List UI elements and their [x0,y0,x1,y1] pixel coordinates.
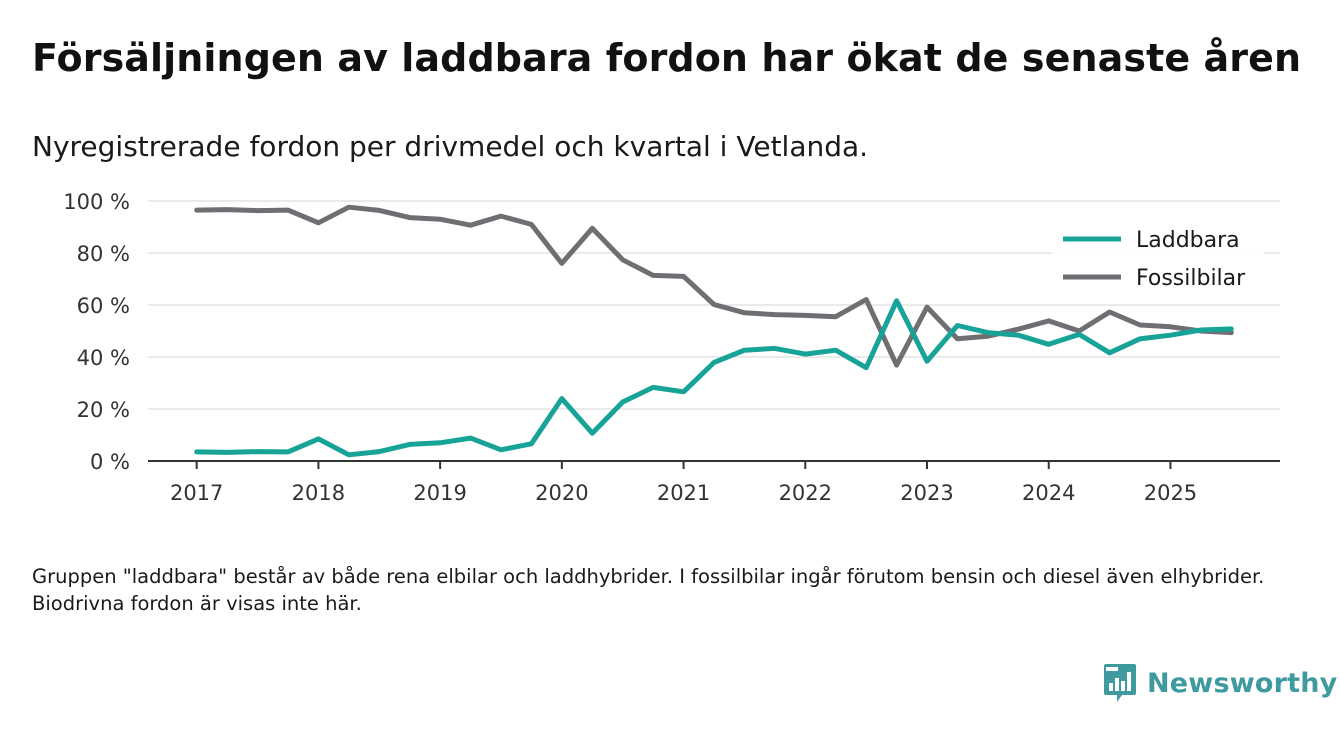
newsworthy-logo[interactable]: Newsworthy [1103,662,1337,704]
series-lines [194,204,1234,458]
x-tick-label: 2022 [779,481,832,505]
series-line-laddbara [194,298,1234,458]
x-tick-label: 2025 [1144,481,1197,505]
y-tick-label: 20 % [77,398,130,422]
x-tick-label: 2024 [1022,481,1075,505]
newsworthy-logo-icon [1104,664,1136,702]
x-axis-ticks: 2017 2018 2019 2020 2021 2022 2023 2024 2025 [148,460,1280,505]
x-tick-label: 2017 [170,481,223,505]
legend: Laddbara Fossilbilar [1052,216,1264,300]
y-tick-label: 60 % [77,294,130,318]
x-tick-label: 2019 [413,481,466,505]
y-tick-label: 100 % [63,190,130,214]
y-tick-label: 80 % [77,242,130,266]
x-tick-label: 2018 [292,481,345,505]
chart-subtitle: Nyregistrerade fordon per drivmedel och … [32,130,869,163]
x-tick-label: 2023 [900,481,953,505]
y-axis-ticks: 0 % 20 % 40 % 60 % 80 % 100 % [63,190,130,474]
series-line-fossilbilar [194,204,1234,368]
newsworthy-logo-text: Newsworthy [1147,667,1338,699]
chart-title: Försäljningen av laddbara fordon har öka… [32,36,1302,80]
legend-label-laddbara: Laddbara [1136,228,1240,253]
x-tick-label: 2021 [657,481,710,505]
legend-label-fossilbilar: Fossilbilar [1136,266,1246,291]
legend-background [1052,216,1264,300]
y-tick-label: 0 % [90,450,130,474]
footnote: Gruppen "laddbara" består av både rena e… [32,565,1265,615]
x-tick-label: 2020 [535,481,588,505]
y-tick-label: 40 % [77,346,130,370]
